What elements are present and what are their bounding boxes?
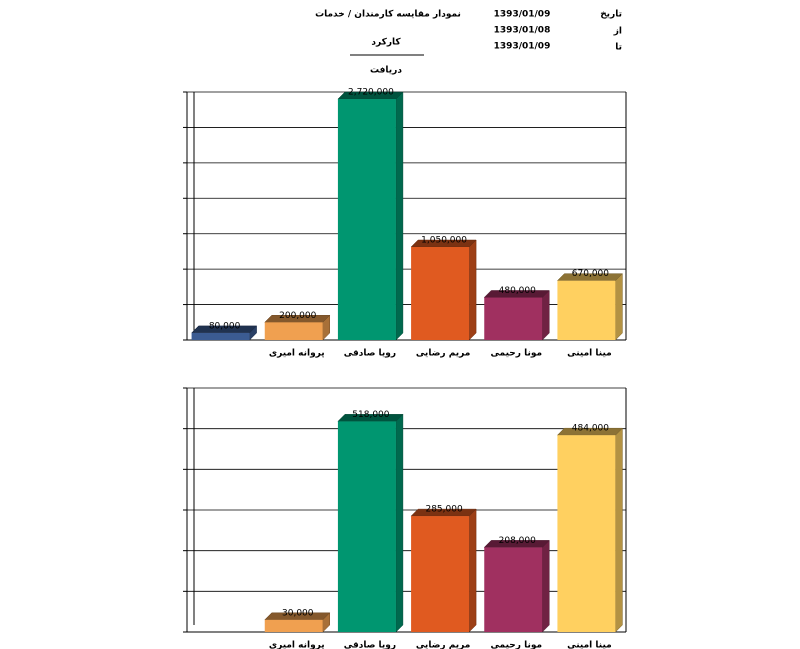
bar	[410, 508, 477, 633]
x-tick-label: مینا امینی	[567, 641, 612, 649]
value-label: 2,720,000	[348, 88, 394, 98]
value-label: 480,000	[499, 286, 536, 296]
bar-front	[411, 247, 470, 340]
date: 1393/01/09	[494, 10, 551, 20]
value-label: 518,000	[352, 410, 389, 420]
x-tick-label: مریم رضایی	[416, 349, 470, 359]
bar-side	[615, 273, 623, 341]
x-tick-label: مونا رحیمی	[490, 641, 542, 649]
x-tick-label: پروانه امیری	[269, 349, 325, 359]
bar-side	[395, 91, 404, 341]
date-label: تاریخ	[600, 10, 622, 20]
value-label: 1,050,000	[421, 236, 467, 246]
x-tick-label: مینا امینی	[567, 349, 612, 359]
bar-front	[411, 516, 470, 632]
bar-front	[264, 619, 323, 632]
from-date: 1393/01/08	[494, 26, 551, 36]
bar	[337, 91, 404, 341]
measure: کارکرد	[371, 38, 401, 48]
bar	[483, 539, 550, 633]
bar-side	[615, 427, 623, 633]
to-date: 1393/01/09	[494, 42, 551, 52]
value-label: 208,000	[499, 536, 536, 546]
value-label: 484,000	[572, 424, 609, 434]
bar-front	[264, 322, 323, 340]
bar-front	[337, 99, 396, 340]
value-label: 200,000	[279, 311, 316, 321]
bar	[190, 325, 258, 341]
bar-front	[337, 421, 396, 632]
bar-front	[557, 280, 616, 340]
bar-side	[468, 239, 477, 341]
bar-front	[484, 297, 543, 340]
x-tick-label: رویا صادقی	[344, 349, 396, 359]
report-title: نمودار مقایسه کارمندان / خدمات	[315, 10, 461, 20]
bar	[556, 273, 624, 341]
bar	[556, 427, 624, 633]
bar	[483, 289, 550, 341]
x-tick-label: پروانه امیری	[269, 641, 325, 649]
value-label: 30,000	[282, 608, 314, 618]
x-tick-label: مریم رضایی	[416, 641, 470, 649]
measure: دریافت	[370, 66, 402, 76]
to-label: تا	[615, 43, 622, 53]
from-label: از	[613, 27, 622, 37]
value-label: 80,000	[209, 321, 241, 331]
bar-side	[542, 539, 550, 633]
bar	[264, 314, 331, 341]
bar	[410, 239, 477, 341]
bar	[264, 612, 331, 633]
x-tick-label: مونا رحیمی	[490, 349, 542, 359]
bar-side	[468, 508, 477, 633]
bar-front	[557, 435, 616, 632]
bar-side	[542, 289, 550, 341]
value-label: 670,000	[572, 269, 609, 279]
value-label: 285,000	[425, 505, 462, 515]
bar-front	[191, 332, 250, 340]
bar-side	[395, 413, 404, 633]
bar	[337, 413, 404, 633]
x-tick-label: رویا صادقی	[344, 641, 396, 649]
bar-front	[484, 547, 543, 632]
